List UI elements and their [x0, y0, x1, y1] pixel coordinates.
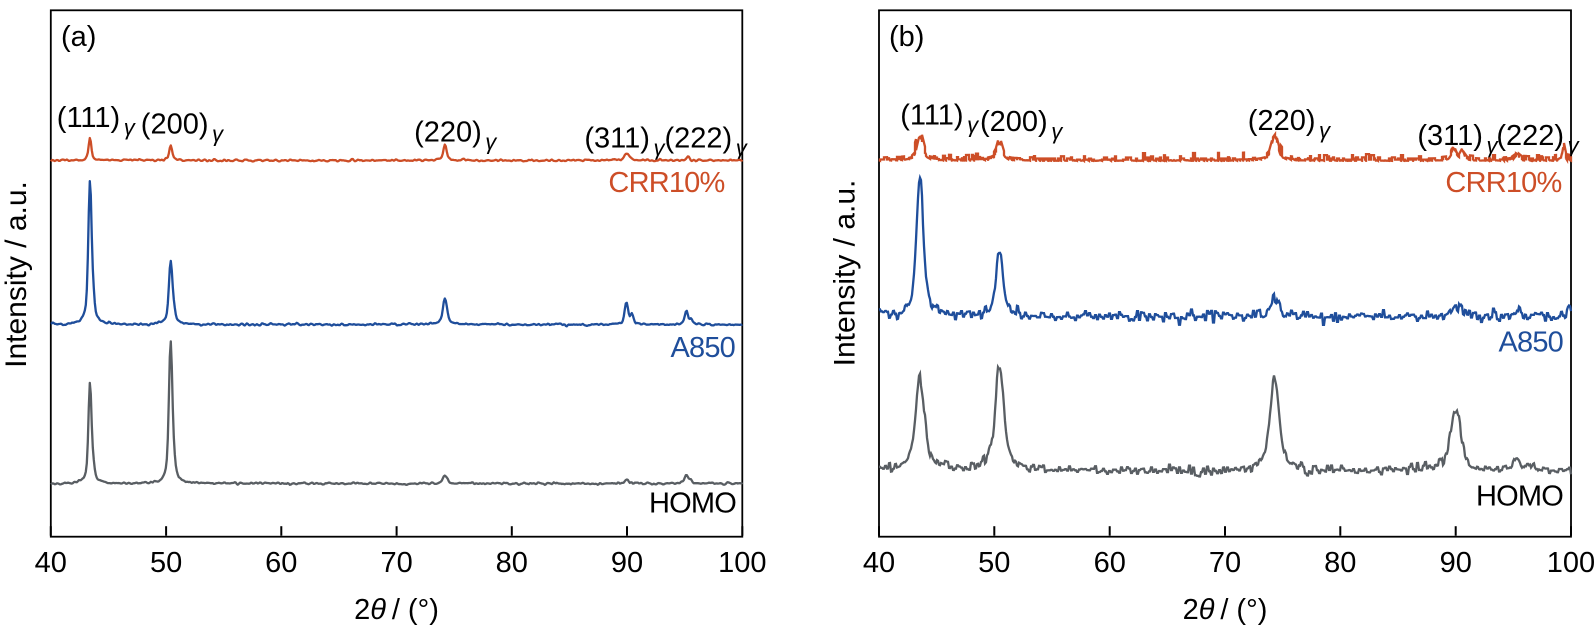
- svg-text:Intensity / a.u.: Intensity / a.u.: [829, 180, 862, 367]
- svg-text:2θ / (°): 2θ / (°): [1183, 594, 1268, 626]
- svg-text:40: 40: [35, 547, 67, 579]
- svg-text:A850: A850: [1498, 327, 1563, 359]
- svg-text:A850: A850: [670, 332, 735, 364]
- svg-text:CRR10%: CRR10%: [608, 167, 724, 199]
- svg-text:HOMO: HOMO: [1476, 481, 1563, 513]
- svg-text:(b): (b): [889, 21, 924, 53]
- svg-text:CRR10%: CRR10%: [1445, 167, 1561, 199]
- svg-text:70: 70: [380, 547, 412, 579]
- svg-text:2θ / (°): 2θ / (°): [354, 594, 439, 626]
- svg-text:Intensity / a.u.: Intensity / a.u.: [0, 181, 33, 368]
- svg-text:90: 90: [611, 547, 643, 579]
- svg-text:HOMO: HOMO: [649, 488, 736, 520]
- svg-text:50: 50: [150, 547, 182, 579]
- svg-text:40: 40: [863, 547, 895, 579]
- svg-text:100: 100: [1547, 547, 1595, 579]
- svg-text:100: 100: [718, 547, 766, 579]
- svg-text:(a): (a): [61, 21, 96, 53]
- svg-text:70: 70: [1209, 547, 1241, 579]
- svg-text:80: 80: [496, 547, 528, 579]
- svg-text:50: 50: [978, 547, 1010, 579]
- svg-text:90: 90: [1440, 547, 1472, 579]
- svg-text:60: 60: [1094, 547, 1126, 579]
- svg-text:80: 80: [1324, 547, 1356, 579]
- svg-text:60: 60: [265, 547, 297, 579]
